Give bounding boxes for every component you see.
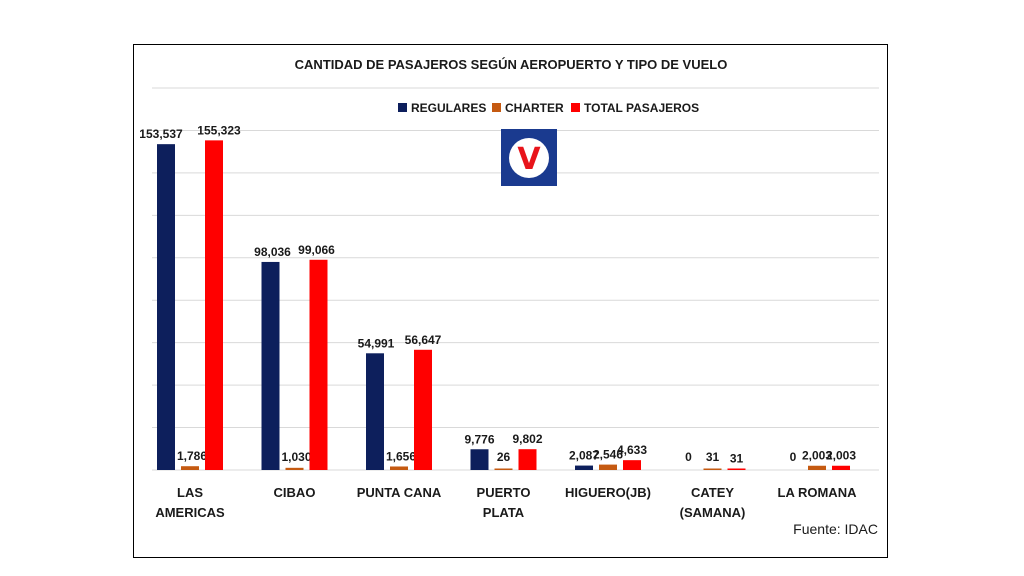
data-label: 9,776 xyxy=(464,432,494,446)
category-label: (SAMANA) xyxy=(680,505,746,520)
source-note: Fuente: IDAC xyxy=(793,521,878,537)
bar-regulares xyxy=(470,449,489,470)
legend-swatch-charter xyxy=(492,103,501,112)
bar-total-pasajeros xyxy=(832,465,850,470)
data-label: 4,633 xyxy=(617,443,647,457)
data-label: 1,786 xyxy=(177,449,207,463)
bar-regulares xyxy=(366,353,384,470)
data-label: 98,036 xyxy=(254,245,291,259)
bar-charter xyxy=(599,464,617,470)
bar-charter xyxy=(703,468,722,470)
category-label: LA ROMANA xyxy=(778,485,858,500)
bar-total-pasajeros xyxy=(518,449,537,470)
data-label: 31 xyxy=(730,452,744,466)
category-label: PLATA xyxy=(483,505,525,520)
bar-total-pasajeros xyxy=(414,349,432,470)
data-label: 56,647 xyxy=(405,333,442,347)
data-label: 2,087 xyxy=(569,449,599,463)
chart-title: CANTIDAD DE PASAJEROS SEGÚN AEROPUERTO Y… xyxy=(295,57,728,72)
logo-letter: V xyxy=(517,142,541,177)
legend-label-regulares: REGULARES xyxy=(411,101,486,115)
legend-label-charter: CHARTER xyxy=(505,101,564,115)
chart: CANTIDAD DE PASAJEROS SEGÚN AEROPUERTO Y… xyxy=(139,57,879,537)
bar-regulares xyxy=(261,261,280,470)
bar-total-pasajeros xyxy=(309,259,328,470)
bar-charter xyxy=(181,466,199,470)
category-label: PUERTO xyxy=(477,485,531,500)
legend-label-total-pasajeros: TOTAL PASAJEROS xyxy=(584,101,699,115)
category-label: AMERICAS xyxy=(155,505,225,520)
bar-charter xyxy=(285,467,304,470)
category-label: LAS xyxy=(177,485,203,500)
data-label: 99,066 xyxy=(298,243,335,257)
data-label: 0 xyxy=(685,450,692,464)
bar-charter xyxy=(808,465,826,470)
bar-total-pasajeros xyxy=(205,140,223,470)
data-label: 0 xyxy=(790,450,797,464)
data-label: 26 xyxy=(497,450,511,464)
data-label: 153,537 xyxy=(139,127,183,141)
data-label: 155,323 xyxy=(197,123,241,137)
logo-circle xyxy=(509,138,549,178)
data-label: 2,003 xyxy=(826,449,856,463)
category-label: HIGUERO(JB) xyxy=(565,485,651,500)
category-label: CATEY xyxy=(691,485,734,500)
category-label: CIBAO xyxy=(274,485,316,500)
legend-swatch-regulares xyxy=(398,103,407,112)
bar-total-pasajeros xyxy=(727,468,746,470)
chart-frame: CANTIDAD DE PASAJEROS SEGÚN AEROPUERTO Y… xyxy=(133,44,888,558)
category-label: PUNTA CANA xyxy=(357,485,442,500)
data-label: 31 xyxy=(706,450,720,464)
bar-charter xyxy=(494,468,513,470)
data-label: 2,003 xyxy=(802,449,832,463)
data-label: 9,802 xyxy=(512,432,542,446)
legend-swatch-total-pasajeros xyxy=(571,103,580,112)
bar-charter xyxy=(390,466,408,470)
bar-regulares xyxy=(575,465,593,470)
data-label: 54,991 xyxy=(358,336,395,350)
data-label: 1,030 xyxy=(281,450,311,464)
data-label: 2,546 xyxy=(593,448,623,462)
data-label: 1,656 xyxy=(386,449,416,463)
bar-total-pasajeros xyxy=(623,460,641,470)
bar-regulares xyxy=(157,144,175,470)
